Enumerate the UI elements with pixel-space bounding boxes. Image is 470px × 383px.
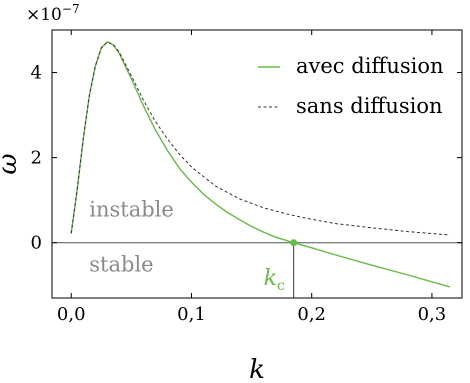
x-tick-label: 0,3 [418,304,447,325]
y-axis-multiplier: ×10−7 [26,2,80,25]
legend-label: avec diffusion [296,54,444,78]
legend-label: sans diffusion [296,94,443,118]
kc-label-main: k [264,266,277,291]
y-multiplier-exponent: −7 [62,2,80,16]
x-tick-label: 0,0 [57,304,86,325]
legend: avec diffusion sans diffusion [258,54,444,118]
y-tick-label: 0 [31,233,42,254]
kc-point-marker [290,239,298,247]
instable-region-label: instable [89,197,174,221]
x-tick-label: 0,2 [297,304,326,325]
plot-area: instable stable kc [51,29,463,299]
ticks: 0,0 0,1 0,2 0,3 0 2 4 [31,30,462,325]
y-multiplier-base: ×10 [26,5,62,25]
kc-label-subscript: c [277,278,285,294]
curves [70,41,451,288]
x-axis-label: k [249,355,265,383]
y-axis-label: ω [0,153,23,174]
kc-label: kc [264,266,285,294]
y-tick-label: 4 [31,63,42,84]
series-line-avec-diffusion [70,41,451,288]
x-tick-label: 0,1 [177,304,206,325]
axes-frame [51,29,463,299]
y-tick-label: 2 [31,148,42,169]
stable-region-label: stable [89,253,153,277]
